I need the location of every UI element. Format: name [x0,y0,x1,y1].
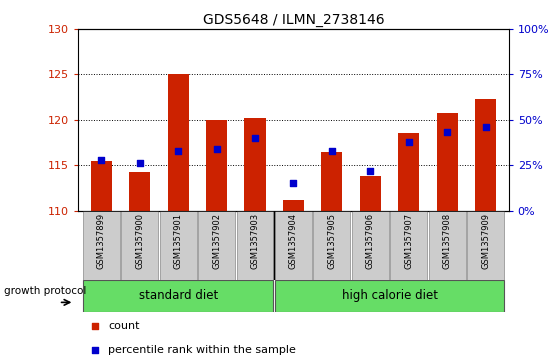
Bar [160,211,197,280]
Point [443,130,452,135]
Point [328,148,337,154]
Point [91,323,100,329]
Bar [83,280,273,312]
Bar [275,280,504,312]
Text: count: count [108,321,140,331]
Text: growth protocol: growth protocol [4,286,86,296]
Point [174,148,183,154]
Bar [314,211,350,280]
Point [91,347,100,353]
Point [366,168,375,174]
Text: GSM1357906: GSM1357906 [366,213,375,269]
Text: GSM1357909: GSM1357909 [481,213,490,269]
Bar [321,151,343,211]
Text: standard diet: standard diet [139,289,218,302]
Text: GSM1357904: GSM1357904 [289,213,298,269]
Bar [398,133,419,211]
Point [212,146,221,152]
Text: GSM1357907: GSM1357907 [404,213,413,269]
Title: GDS5648 / ILMN_2738146: GDS5648 / ILMN_2738146 [203,13,384,26]
Point [250,135,259,141]
Bar [206,120,227,211]
Point [289,180,298,186]
Text: GSM1357902: GSM1357902 [212,213,221,269]
Point [481,124,490,130]
Text: GSM1357903: GSM1357903 [250,213,259,269]
Bar [352,211,389,280]
Point [404,139,413,144]
Bar [236,211,273,280]
Bar [91,160,112,211]
Bar [198,211,235,280]
Bar [129,172,150,211]
Bar [437,113,458,211]
Text: GSM1357900: GSM1357900 [135,213,144,269]
Bar [83,211,120,280]
Bar [275,211,312,280]
Text: high calorie diet: high calorie diet [342,289,438,302]
Bar [121,211,158,280]
Bar [168,74,189,211]
Point [97,157,106,163]
Bar [390,211,427,280]
Text: GSM1357908: GSM1357908 [443,213,452,269]
Text: GSM1357905: GSM1357905 [328,213,337,269]
Bar [429,211,466,280]
Bar [244,118,266,211]
Point [135,160,144,166]
Bar [283,200,304,211]
Bar [467,211,504,280]
Bar [475,99,496,211]
Bar [360,176,381,211]
Text: percentile rank within the sample: percentile rank within the sample [108,345,296,355]
Text: GSM1357901: GSM1357901 [174,213,183,269]
Text: GSM1357899: GSM1357899 [97,213,106,269]
